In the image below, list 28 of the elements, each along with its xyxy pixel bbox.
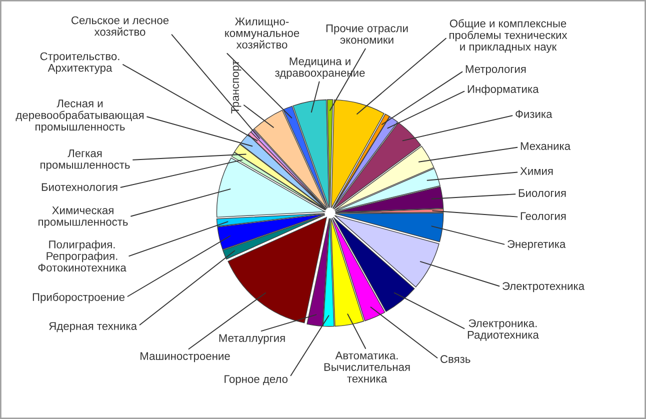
slice-label: Химическая промышленность <box>38 206 128 228</box>
slice-label: Машиностроение <box>140 352 230 362</box>
slice-label: Связь <box>440 355 470 363</box>
slice-label: Биотехнология <box>42 183 118 191</box>
slice-label: Сельское и лесное хозяйство <box>72 16 169 36</box>
slice-label: Электроника. Радиотехника <box>468 319 539 341</box>
slice-label: Физика <box>516 110 552 118</box>
slice-label: Электротехника <box>502 282 585 292</box>
slice-label: Метрология <box>466 65 526 76</box>
slice-label: Приборостроение <box>32 292 125 304</box>
slice-label: Лесная и деревообрабатывающая промышленность <box>16 100 144 133</box>
slice-label: Ядерная техника <box>49 322 138 332</box>
slice-label: Механика <box>520 142 571 150</box>
slice-label: Горное дело <box>224 375 288 386</box>
slice-label: Информатика <box>468 84 539 96</box>
slice-label: Общие и комплексные проблемы технических и прикладных наук <box>449 19 568 53</box>
slice-label: Жилищно- коммунальное хозяйство <box>225 18 300 49</box>
slice-label: Геология <box>520 212 566 220</box>
slice-label: Полиграфия. Репрография. Фотокинотехника <box>38 240 126 272</box>
slice-label: Биология <box>518 189 566 197</box>
slice-label: Химия <box>520 167 553 175</box>
slice-label: Энергетика <box>508 240 566 250</box>
slice-label: Прочие отрасли экономики <box>326 24 408 44</box>
slice-label: Строительство. Архитектура <box>40 52 120 74</box>
slice-label: Металлургия <box>219 334 285 344</box>
slice-label: Транспорт <box>231 60 242 114</box>
slice-label: Легкая промышленность <box>40 149 130 171</box>
slice-label: Автоматика. Вычислительная техника <box>324 352 410 383</box>
